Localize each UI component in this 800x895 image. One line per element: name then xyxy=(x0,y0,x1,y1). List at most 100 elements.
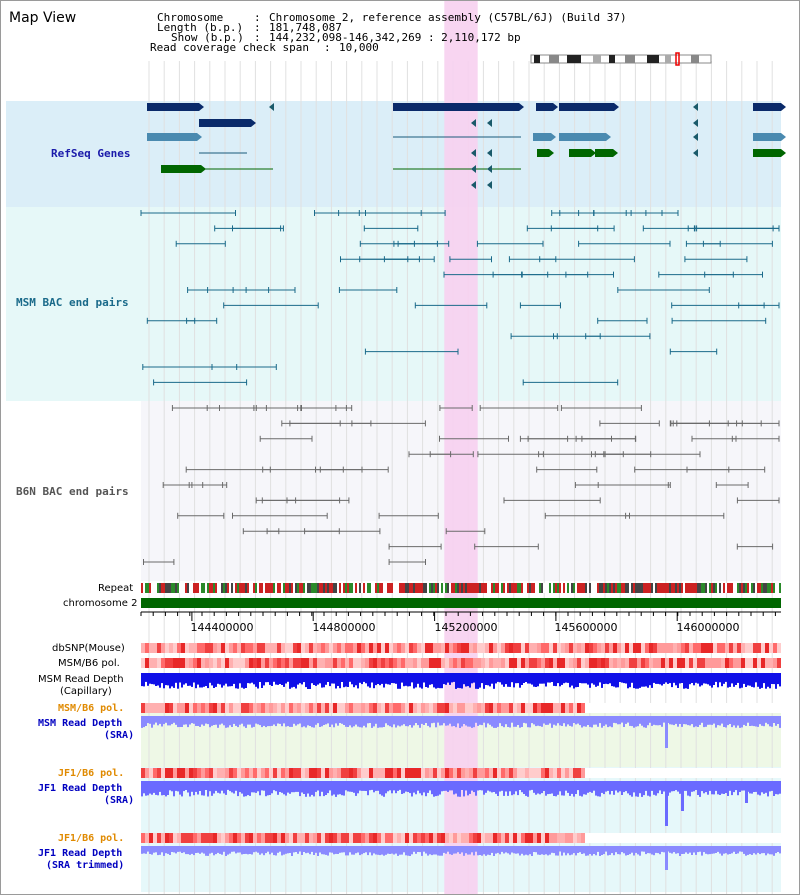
heat-cell xyxy=(405,703,409,713)
depth-bar xyxy=(233,781,235,794)
heat-cell xyxy=(349,643,353,653)
depth-bar xyxy=(617,716,619,725)
heat-cell xyxy=(701,643,705,653)
depth-bar xyxy=(685,673,687,689)
heat-cell xyxy=(425,643,429,653)
repeat-segment xyxy=(693,583,695,593)
depth-bar xyxy=(705,846,707,854)
depth-bar xyxy=(725,673,727,682)
track-label-msm-bac[interactable]: MSM BAC end pairs xyxy=(16,296,129,309)
depth-bar xyxy=(451,673,453,683)
depth-bar xyxy=(391,781,393,794)
depth-bar xyxy=(627,673,629,689)
heat-cell xyxy=(141,658,145,668)
heat-cell xyxy=(649,703,653,713)
heat-cell xyxy=(273,658,277,668)
depth-bar xyxy=(511,846,513,853)
depth-bar xyxy=(711,716,713,725)
depth-bar xyxy=(243,716,245,727)
repeat-segment xyxy=(311,583,313,593)
depth-bar xyxy=(253,846,255,853)
heat-cell xyxy=(357,703,361,713)
depth-bar xyxy=(541,781,543,794)
heat-cell xyxy=(609,658,613,668)
heat-cell xyxy=(553,768,557,778)
repeat-segment xyxy=(623,583,625,593)
depth-bar xyxy=(735,716,737,728)
heat-cell xyxy=(645,658,649,668)
heat-cell xyxy=(409,658,413,668)
depth-bar xyxy=(433,781,435,797)
depth-bar xyxy=(261,781,263,791)
depth-bar xyxy=(465,673,467,687)
depth-bar xyxy=(523,781,525,794)
depth-bar xyxy=(563,716,565,724)
depth-bar xyxy=(241,781,243,794)
depth-bar xyxy=(771,673,773,684)
heat-cell xyxy=(269,703,273,713)
repeat-segment xyxy=(477,583,479,593)
repeat-segment xyxy=(637,583,639,593)
depth-bar xyxy=(575,846,577,856)
heat-cell xyxy=(773,703,777,713)
depth-bar xyxy=(511,716,513,723)
depth-bar xyxy=(219,673,221,685)
repeat-segment xyxy=(409,583,411,593)
repeat-segment xyxy=(411,583,413,593)
repeat-segment xyxy=(353,583,355,593)
depth-bar xyxy=(311,781,313,795)
depth-bar xyxy=(197,673,199,685)
depth-bar xyxy=(773,673,775,685)
track-label-refseq[interactable]: RefSeq Genes xyxy=(51,147,131,160)
depth-bar xyxy=(699,673,701,687)
heat-cell xyxy=(505,768,509,778)
depth-bar xyxy=(337,716,339,726)
depth-bar xyxy=(339,781,341,795)
heat-cell xyxy=(413,833,417,843)
depth-bar xyxy=(621,716,623,723)
depth-bar xyxy=(419,846,421,853)
depth-bar xyxy=(607,846,609,856)
heat-cell xyxy=(305,643,309,653)
repeat-segment xyxy=(251,583,253,593)
heat-cell xyxy=(365,768,369,778)
depth-bar xyxy=(707,846,709,855)
depth-bar xyxy=(277,781,279,795)
heat-cell xyxy=(493,658,497,668)
depth-bar xyxy=(171,673,173,687)
heat-cell xyxy=(553,833,557,843)
repeat-segment xyxy=(449,583,451,593)
repeat-segment xyxy=(317,583,319,593)
depth-bar xyxy=(331,781,333,796)
depth-bar xyxy=(607,716,609,728)
heat-cell xyxy=(433,833,437,843)
depth-bar xyxy=(207,716,209,725)
depth-bar xyxy=(719,673,721,683)
length-value: 181,748,087 xyxy=(269,21,342,34)
heat-cell xyxy=(733,833,737,843)
depth-bar xyxy=(253,781,255,793)
depth-bar xyxy=(551,673,553,682)
depth-bar xyxy=(527,846,529,856)
repeat-segment xyxy=(321,583,323,593)
track-label-b6n-bac[interactable]: B6N BAC end pairs xyxy=(16,485,129,498)
depth-bar xyxy=(217,781,219,793)
depth-bar xyxy=(417,846,419,852)
heat-cell xyxy=(425,658,429,668)
heat-cell xyxy=(245,703,249,713)
depth-bar xyxy=(643,781,645,796)
gene-exon xyxy=(569,149,591,157)
depth-bar xyxy=(315,846,317,853)
heat-cell xyxy=(681,643,685,653)
depth-bar xyxy=(583,673,585,684)
heat-cell xyxy=(181,658,185,668)
depth-bar xyxy=(689,781,691,797)
heat-cell xyxy=(601,658,605,668)
heat-cell xyxy=(473,768,477,778)
repeat-segment xyxy=(319,583,321,593)
depth-bar xyxy=(759,716,761,725)
heat-cell xyxy=(173,643,177,653)
heat-cell xyxy=(317,833,321,843)
gene-arrow xyxy=(781,149,786,157)
heat-cell xyxy=(393,833,397,843)
